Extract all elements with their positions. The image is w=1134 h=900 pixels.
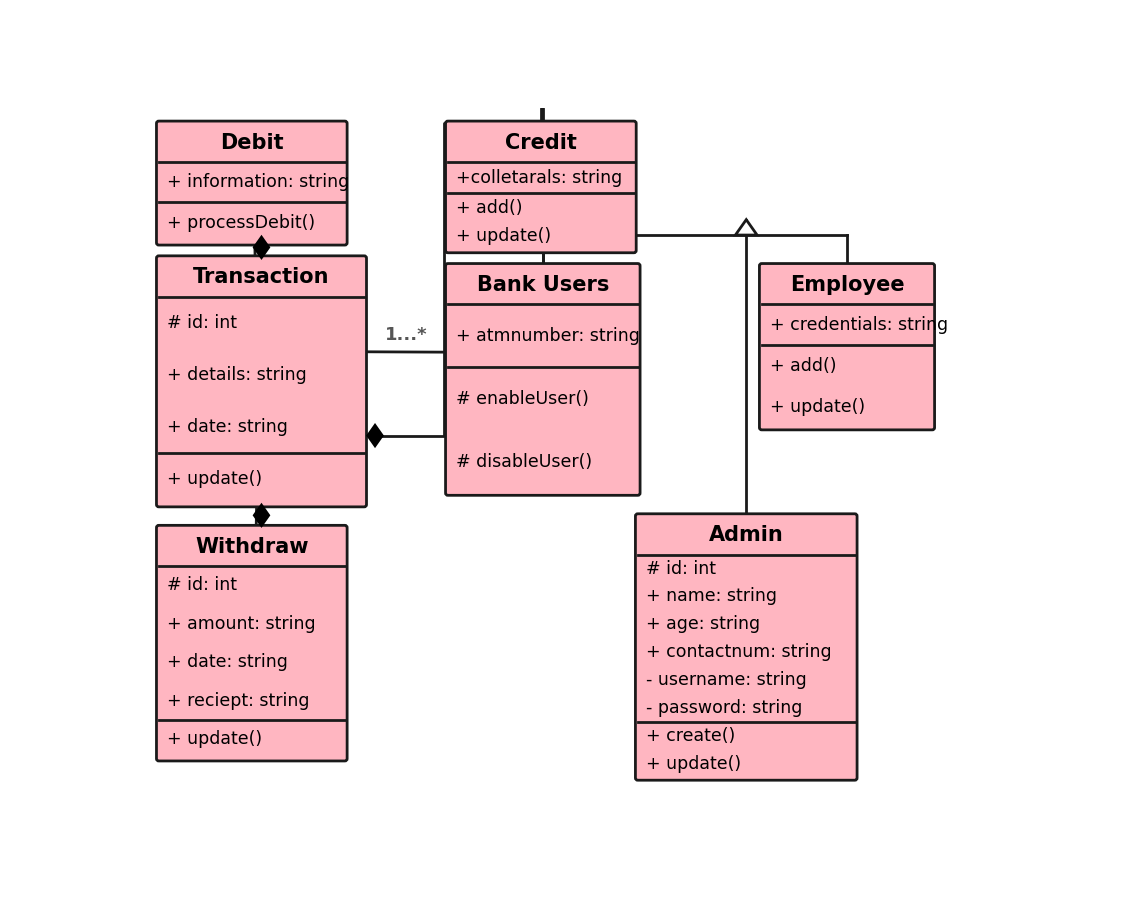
Text: Credit: Credit bbox=[505, 132, 577, 153]
Text: Employee: Employee bbox=[789, 275, 904, 295]
Text: + contactnum: string: + contactnum: string bbox=[645, 644, 831, 662]
Text: + processDebit(): + processDebit() bbox=[167, 213, 314, 231]
Text: + update(): + update() bbox=[167, 470, 262, 488]
Text: 1...*: 1...* bbox=[384, 326, 428, 344]
FancyBboxPatch shape bbox=[446, 264, 640, 495]
Polygon shape bbox=[254, 237, 269, 258]
Text: # enableUser(): # enableUser() bbox=[456, 390, 589, 408]
Text: Debit: Debit bbox=[220, 132, 284, 153]
FancyBboxPatch shape bbox=[635, 514, 857, 780]
Text: - password: string: - password: string bbox=[645, 699, 802, 717]
Text: + details: string: + details: string bbox=[167, 365, 306, 383]
Text: # disableUser(): # disableUser() bbox=[456, 453, 592, 471]
Polygon shape bbox=[254, 505, 269, 526]
Text: + date: string: + date: string bbox=[167, 653, 287, 671]
Text: # id: int: # id: int bbox=[167, 576, 237, 594]
Text: # id: int: # id: int bbox=[167, 313, 237, 331]
Text: + age: string: + age: string bbox=[645, 616, 760, 634]
Text: + update(): + update() bbox=[645, 755, 741, 773]
Text: + amount: string: + amount: string bbox=[167, 615, 315, 633]
Text: + update(): + update() bbox=[167, 731, 262, 749]
Text: + reciept: string: + reciept: string bbox=[167, 692, 310, 710]
Text: - username: string: - username: string bbox=[645, 671, 806, 689]
Text: + add(): + add() bbox=[456, 199, 522, 217]
Polygon shape bbox=[367, 425, 382, 446]
Text: Transaction: Transaction bbox=[193, 267, 330, 287]
FancyBboxPatch shape bbox=[156, 526, 347, 761]
FancyBboxPatch shape bbox=[760, 264, 934, 430]
Text: + atmnumber: string: + atmnumber: string bbox=[456, 327, 640, 345]
FancyBboxPatch shape bbox=[156, 122, 347, 245]
Text: + credentials: string: + credentials: string bbox=[770, 316, 948, 334]
Text: + create(): + create() bbox=[645, 727, 735, 745]
FancyBboxPatch shape bbox=[156, 256, 366, 507]
Text: Bank Users: Bank Users bbox=[476, 275, 609, 295]
Text: + update(): + update() bbox=[456, 227, 551, 245]
Text: + add(): + add() bbox=[770, 357, 836, 375]
Text: + information: string: + information: string bbox=[167, 173, 349, 191]
Text: Withdraw: Withdraw bbox=[195, 537, 308, 557]
Text: # id: int: # id: int bbox=[645, 560, 716, 578]
FancyBboxPatch shape bbox=[446, 122, 636, 253]
Text: + name: string: + name: string bbox=[645, 588, 777, 606]
Polygon shape bbox=[736, 220, 758, 235]
Text: + update(): + update() bbox=[770, 398, 864, 416]
Text: + date: string: + date: string bbox=[167, 418, 287, 436]
Text: +colletarals: string: +colletarals: string bbox=[456, 168, 621, 186]
Text: Admin: Admin bbox=[709, 526, 784, 545]
